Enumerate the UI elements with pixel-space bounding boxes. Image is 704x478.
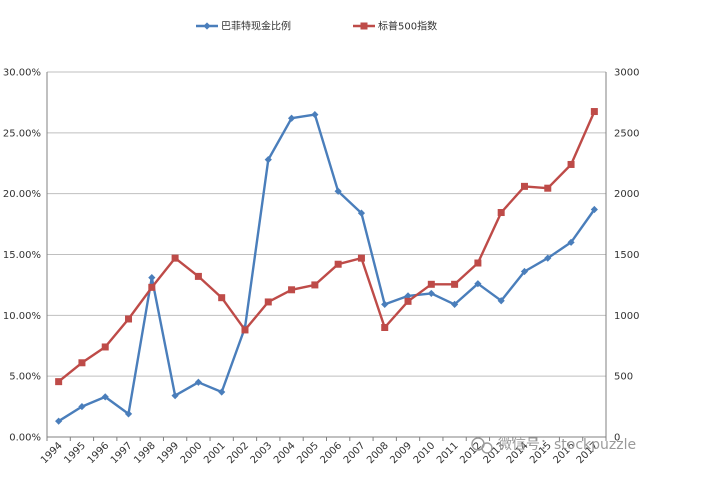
- data-point: [590, 108, 598, 116]
- y-left-tick-label: 20.00%: [3, 189, 41, 200]
- data-point: [171, 392, 179, 400]
- data-point: [544, 184, 552, 192]
- data-point: [241, 326, 249, 334]
- series-layer: [55, 108, 598, 425]
- y-left-tick-label: 10.00%: [3, 311, 41, 322]
- data-point: [404, 292, 412, 300]
- data-point: [544, 254, 552, 262]
- data-point: [78, 402, 86, 411]
- data-point: [334, 260, 342, 268]
- y-left-tick-label: 5.00%: [9, 372, 41, 383]
- wechat-icon-bubble: [481, 442, 493, 454]
- y-right-tick-label: 500: [614, 372, 633, 383]
- legend: 巴菲特现金比例 标普500指数: [196, 20, 437, 33]
- data-point: [101, 343, 109, 351]
- data-point: [101, 393, 109, 401]
- data-point: [497, 209, 505, 217]
- y-left-tick-label: 25.00%: [3, 128, 41, 139]
- y-left-tick-label: 30.00%: [3, 68, 41, 79]
- data-point: [497, 297, 505, 305]
- data-point: [218, 294, 226, 302]
- y-right-tick-label: 0: [614, 433, 620, 444]
- data-point: [520, 182, 528, 190]
- series-0: [55, 110, 598, 425]
- legend-marker-cash-ratio: [203, 22, 211, 30]
- y-right-tick-label: 3000: [614, 68, 639, 79]
- legend-label-cash-ratio: 巴菲特现金比例: [221, 20, 291, 33]
- watermark: 微信号：stockpuzzle: [471, 437, 636, 454]
- data-point: [194, 378, 202, 386]
- watermark-text: 微信号：stockpuzzle: [498, 437, 636, 453]
- data-point: [567, 238, 575, 246]
- data-point: [288, 286, 296, 294]
- data-point: [78, 359, 86, 367]
- legend-label-sp500: 标普500指数: [378, 20, 437, 33]
- data-point: [287, 114, 296, 122]
- series-1: [55, 108, 598, 386]
- data-point: [474, 280, 482, 288]
- y-left-tick-label: 15.00%: [3, 250, 41, 261]
- data-point: [311, 281, 319, 289]
- data-point: [334, 187, 342, 195]
- data-point: [125, 315, 133, 323]
- series-line: [57, 111, 596, 383]
- y-left-tick-label: 0.00%: [9, 433, 41, 444]
- data-point: [357, 254, 365, 262]
- data-point: [381, 300, 389, 308]
- legend-marker-sp500: [360, 22, 368, 30]
- data-point: [520, 267, 529, 276]
- data-point: [218, 388, 226, 396]
- data-point: [55, 378, 63, 386]
- data-point: [381, 324, 389, 331]
- series-line: [57, 113, 596, 423]
- data-point: [124, 410, 133, 418]
- data-point: [357, 209, 366, 217]
- data-point: [451, 280, 459, 288]
- data-point: [427, 280, 435, 288]
- data-point: [171, 254, 179, 262]
- data-point: [474, 259, 482, 267]
- y-right-tick-label: 2000: [614, 189, 639, 200]
- data-point: [55, 417, 63, 425]
- data-point: [567, 160, 575, 168]
- data-point: [451, 300, 459, 308]
- y-right-tick-label: 1500: [614, 250, 639, 261]
- y-right-tick-label: 2500: [614, 128, 639, 139]
- data-point: [148, 274, 156, 282]
- data-point: [590, 205, 598, 214]
- data-point: [264, 298, 272, 306]
- data-point: [148, 283, 156, 291]
- data-point: [264, 156, 272, 164]
- data-point: [194, 272, 202, 280]
- data-point: [311, 110, 319, 119]
- data-point: [427, 289, 435, 298]
- data-point: [404, 297, 412, 305]
- y-right-tick-label: 1000: [614, 311, 639, 322]
